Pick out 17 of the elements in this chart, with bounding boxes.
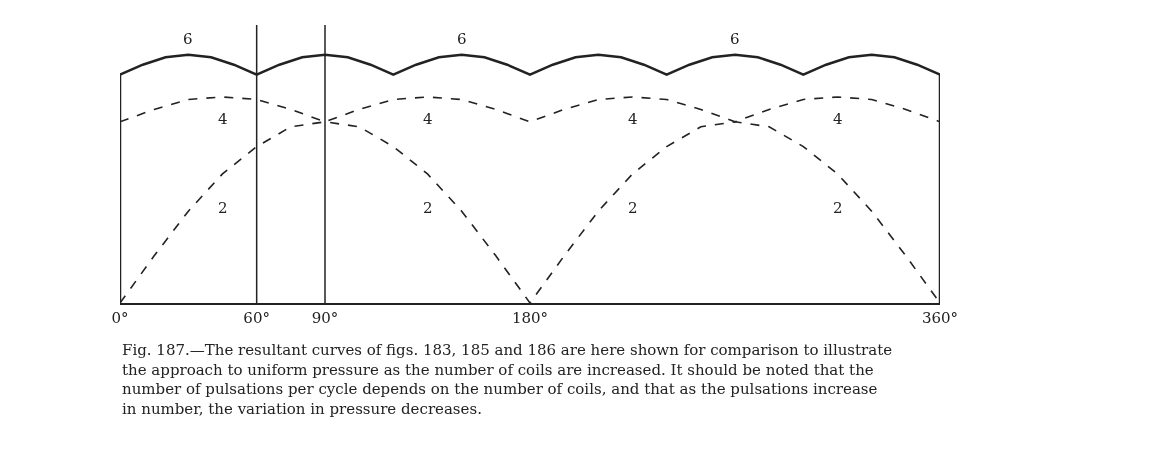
text: 2	[218, 199, 228, 217]
text: 6	[457, 30, 467, 48]
x-tick-label: 90°	[311, 308, 339, 327]
x-tick-label: 60°	[243, 308, 270, 327]
text: 4	[628, 110, 638, 128]
text: 4	[833, 110, 843, 128]
series-label: 4	[423, 110, 433, 128]
text: 2	[833, 199, 843, 217]
x-tick-label: 0°	[111, 308, 129, 327]
text: 4	[218, 110, 228, 128]
series-label: 6	[183, 30, 193, 48]
text: 6	[730, 30, 740, 48]
text: 2	[628, 199, 638, 217]
x-tick-label: 360°	[921, 308, 959, 327]
caption: Fig. 187.—The resultant curves of figs. 183, 185 and 186 are here shown for comparison to illustrate the approach to uniform pressure as the number of coils are increased. It should be noted that the number of pulsations per cycle depends on the number of coils, and that as the pulsations increase in number, the variation in pressure decreases.	[122, 341, 893, 418]
x-tick-label: 180°	[511, 308, 549, 327]
series-label: 2	[423, 199, 433, 217]
